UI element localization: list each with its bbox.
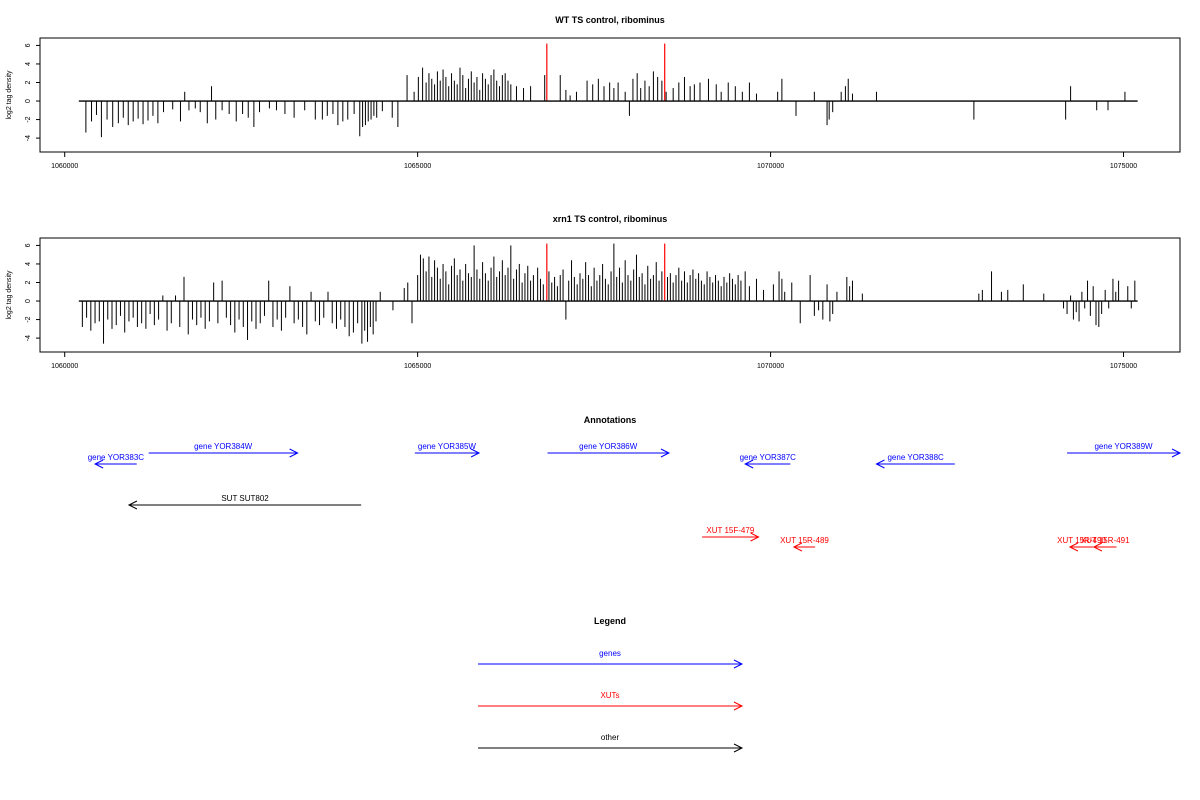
wt-x-axis: 1060000 1065000 1070000 1075000 [51, 152, 1137, 170]
wt-y-tick-label: 2 [25, 80, 32, 84]
xrn1-x-tick-label: 1060000 [51, 363, 78, 370]
annotation-features: gene YOR383C gene YOR384W gene YOR385W gene… [88, 442, 1182, 552]
annotation-label: gene YOR387C [740, 453, 797, 462]
wt-y-tick-label: 4 [25, 62, 32, 66]
legend-entries: genes XUTs other [478, 649, 744, 753]
legend-label: other [601, 733, 620, 742]
xrn1-y-axis-label: log2 tag density [6, 270, 13, 320]
wt-y-tick-label: 0 [25, 99, 32, 103]
annotations-title: Annotations [584, 415, 637, 425]
annotation-arrow [1092, 542, 1117, 552]
wt-track-panel: WT TS control, ribominus log2 tag densit… [6, 15, 1181, 170]
legend-panel: Legend genes XUTs other [478, 616, 744, 753]
xrn1-track-panel: xrn1 TS control, ribominus log2 tag dens… [6, 214, 1181, 370]
legend-arrow [478, 743, 744, 753]
xrn1-y-tick-label: 0 [25, 299, 32, 303]
xrn1-y-tick-label: -4 [25, 335, 32, 341]
annotation-arrow [1067, 448, 1182, 458]
wt-y-tick-label: -4 [25, 135, 32, 141]
annotation-label: SUT SUT802 [221, 494, 269, 503]
wt-y-axis-label: log2 tag density [6, 70, 13, 120]
xrn1-bars [78, 243, 1138, 344]
annotation-label: gene YOR389W [1094, 442, 1153, 451]
legend-title: Legend [594, 616, 626, 626]
annotation-label: gene YOR385W [418, 442, 477, 451]
legend-arrow [478, 659, 744, 669]
wt-x-tick-label: 1070000 [757, 163, 784, 170]
xrn1-x-tick-label: 1065000 [404, 363, 431, 370]
legend-label: genes [599, 649, 621, 658]
annotation-arrow [744, 459, 791, 469]
xrn1-y-tick-label: 6 [25, 243, 32, 247]
annotation-arrow [875, 459, 955, 469]
annotation-arrow [414, 448, 481, 458]
wt-x-tick-label: 1075000 [1110, 163, 1137, 170]
wt-bars [78, 43, 1138, 138]
xrn1-x-tick-label: 1075000 [1110, 363, 1137, 370]
wt-x-tick-label: 1065000 [404, 163, 431, 170]
xrn1-y-tick-label: 2 [25, 280, 32, 284]
xrn1-plot-frame [39, 237, 1181, 353]
annotation-label: gene YOR386W [579, 442, 638, 451]
wt-plot-frame [39, 37, 1181, 153]
wt-track-title: WT TS control, ribominus [555, 15, 665, 25]
annotation-arrow [702, 532, 760, 542]
wt-y-axis: -4 -2 0 2 4 6 [25, 43, 40, 141]
wt-y-tick-label: -2 [25, 116, 32, 122]
wt-x-tick-label: 1060000 [51, 163, 78, 170]
annotation-arrow [148, 448, 299, 458]
annotation-arrow [93, 459, 137, 469]
annotation-label: XUT 15R-490 [1057, 536, 1106, 545]
xrn1-x-axis: 1060000 1065000 1070000 1075000 [51, 352, 1137, 370]
annotation-arrow [792, 542, 816, 552]
legend-label: XUTs [600, 691, 619, 700]
annotation-arrow [547, 448, 671, 458]
annotation-label: gene YOR383C [88, 453, 145, 462]
xrn1-x-tick-label: 1070000 [757, 363, 784, 370]
annotation-label: XUT 15R-491 [1081, 536, 1130, 545]
annotation-arrow [1068, 542, 1094, 552]
annotation-label: XUT 15R-489 [780, 536, 829, 545]
wt-y-tick-label: 6 [25, 43, 32, 47]
xrn1-y-axis: -4 -2 0 2 4 6 [25, 243, 40, 341]
annotation-label: XUT 15F-479 [706, 526, 754, 535]
xrn1-track-title: xrn1 TS control, ribominus [553, 214, 668, 224]
xrn1-y-tick-label: 4 [25, 262, 32, 266]
annotation-label: gene YOR384W [194, 442, 253, 451]
annotation-label: gene YOR388C [887, 453, 944, 462]
xrn1-y-tick-label: -2 [25, 316, 32, 322]
legend-arrow [478, 701, 744, 711]
annotation-arrow [127, 500, 362, 510]
